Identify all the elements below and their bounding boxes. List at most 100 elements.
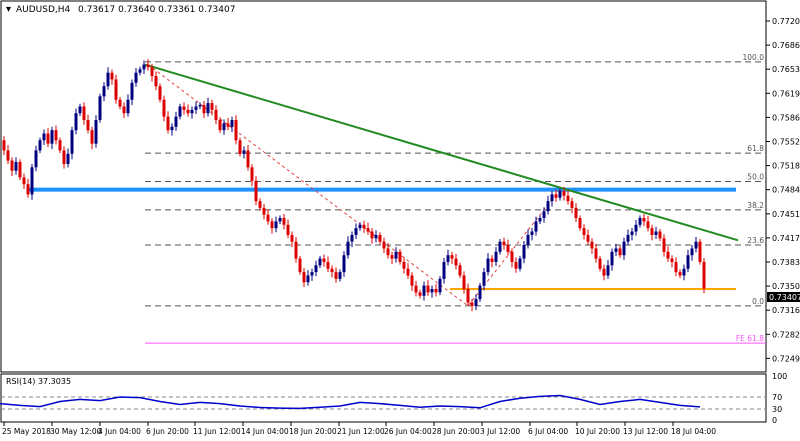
- candle-body: [186, 109, 190, 114]
- fib-level-label: 23.6: [747, 236, 764, 245]
- candle-body: [58, 140, 62, 151]
- candle-body: [334, 272, 338, 279]
- candle-body: [286, 224, 290, 235]
- candle-body: [166, 116, 170, 131]
- candle-body: [38, 140, 42, 151]
- fib-level-label: FE 61.8: [736, 334, 764, 343]
- candle-body: [274, 221, 278, 229]
- candle-body: [22, 177, 26, 185]
- candle-body: [102, 86, 106, 97]
- candle-body: [362, 224, 366, 229]
- candle-body: [622, 241, 626, 256]
- candle-body: [650, 228, 654, 235]
- time-tick-label: 11 Jun 12:00: [193, 427, 241, 436]
- main-panel-frame: [0, 0, 767, 373]
- rsi-line: [0, 394, 701, 410]
- candle-body: [354, 228, 358, 235]
- time-tick-label: 6 Jul 04:00: [528, 427, 568, 436]
- candle-body: [370, 231, 374, 239]
- candle-body: [114, 79, 118, 100]
- candle-body: [338, 272, 342, 279]
- candle-body: [138, 69, 142, 73]
- time-axis: 25 May 2018 30 May 12:004 Jun 04:00 6 Jun …: [2, 422, 716, 436]
- rsi-indicator: 100 70 30 0: [0, 372, 787, 425]
- candle-body: [122, 106, 126, 114]
- fib-level-label: 100.0: [743, 53, 765, 62]
- candle-body: [342, 255, 346, 273]
- candle-body: [2, 140, 6, 151]
- candle-body: [86, 120, 90, 131]
- candle-body: [514, 261, 518, 269]
- candle-body: [606, 265, 610, 276]
- candle-body: [314, 265, 318, 273]
- candle-body: [90, 130, 94, 144]
- candle-body: [502, 241, 506, 246]
- candle-body: [510, 251, 514, 262]
- candle-body: [174, 116, 178, 127]
- candle-body: [526, 234, 530, 246]
- candle-body: [146, 64, 150, 68]
- candle-body: [422, 285, 426, 296]
- time-tick-label: 21 Jun 12:00: [337, 427, 385, 436]
- candle-body: [446, 255, 450, 262]
- candle-body: [586, 234, 590, 242]
- candle-body: [190, 109, 194, 114]
- time-tick-label: 14 Jun 04:00: [241, 427, 289, 436]
- candle-body: [206, 103, 210, 114]
- candle-body: [634, 224, 638, 232]
- dropdown-arrow-icon[interactable]: ▾: [6, 4, 11, 15]
- candle-body: [466, 288, 470, 303]
- current-price-label: 0.73407: [769, 293, 800, 302]
- candle-body: [366, 228, 370, 232]
- candle-body: [82, 106, 86, 121]
- candle-body: [210, 103, 214, 110]
- rsi-label: RSI(14) 37.3035: [6, 377, 71, 386]
- candle-body: [670, 258, 674, 262]
- candle-body: [270, 221, 274, 229]
- candle-body: [158, 86, 162, 100]
- candle-body: [398, 251, 402, 262]
- candle-body: [454, 258, 458, 266]
- candle-body: [10, 160, 14, 171]
- candle-body: [150, 67, 154, 77]
- candle-body: [230, 120, 234, 127]
- candle-body: [426, 285, 430, 293]
- candle-body: [662, 238, 666, 252]
- candle-body: [626, 234, 630, 242]
- candle-body: [178, 106, 182, 117]
- candle-body: [142, 64, 146, 70]
- candle-body: [642, 218, 646, 222]
- candle-body: [430, 288, 434, 293]
- candle-body: [418, 292, 422, 296]
- candle-body: [470, 302, 474, 306]
- trendline: [144, 63, 739, 242]
- candle-body: [686, 255, 690, 269]
- candle-body: [666, 251, 670, 259]
- rsi-tick-label: 100: [772, 372, 787, 381]
- candle-body: [78, 106, 82, 114]
- ohlc-readout: 0.73617 0.73640 0.73361 0.73407: [78, 5, 235, 15]
- candle-body: [54, 130, 58, 141]
- candle-body: [378, 234, 382, 242]
- candle-body: [162, 99, 166, 117]
- time-tick-label: 13 Jul 12:00: [623, 427, 668, 436]
- candle-body: [46, 133, 50, 144]
- time-tick-label: 18 Jun 20:00: [289, 427, 337, 436]
- rsi-tick-label: 70: [772, 393, 782, 402]
- candle-body: [542, 211, 546, 219]
- candle-body: [410, 275, 414, 286]
- candle-body: [462, 275, 466, 289]
- candle-body: [638, 218, 642, 225]
- candle-body: [574, 207, 578, 219]
- candle-body: [294, 241, 298, 259]
- candle-body: [558, 190, 562, 198]
- candle-body: [34, 150, 38, 168]
